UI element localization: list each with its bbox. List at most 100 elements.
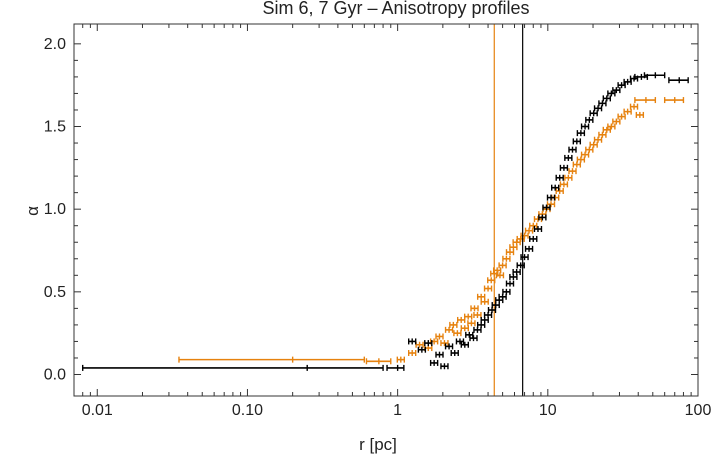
- data-point: [634, 97, 657, 104]
- data-point: [555, 174, 564, 181]
- plot-area: [82, 24, 689, 396]
- data-point: [555, 187, 564, 194]
- data-point: [487, 277, 496, 284]
- data-point: [602, 126, 611, 133]
- data-point: [82, 364, 384, 371]
- data-point: [551, 184, 560, 191]
- data-point: [559, 181, 569, 188]
- x-tick-label: 0.01: [82, 402, 113, 419]
- data-point: [450, 350, 459, 357]
- data-point: [463, 313, 473, 320]
- data-point: [502, 288, 511, 295]
- data-point: [449, 321, 458, 328]
- x-tick-label: 10: [539, 402, 557, 419]
- data-point: [512, 269, 521, 275]
- data-point: [568, 146, 577, 153]
- data-point: [460, 341, 469, 348]
- data-point: [593, 105, 603, 112]
- data-point: [467, 320, 476, 327]
- data-point: [529, 222, 538, 229]
- data-point: [617, 82, 626, 89]
- data-point: [617, 113, 626, 120]
- x-tick-label: 0.10: [232, 402, 263, 419]
- data-point: [407, 350, 417, 357]
- data-point: [529, 235, 538, 242]
- y-tick-label: 1.0: [44, 201, 66, 218]
- data-point: [424, 340, 433, 347]
- data-point: [542, 204, 551, 211]
- data-point: [589, 141, 598, 148]
- data-point: [396, 356, 406, 363]
- data-point: [435, 351, 444, 358]
- data-point: [492, 267, 502, 274]
- data-point: [623, 78, 632, 85]
- chart-title: Sim 6, 7 Gyr – Anisotropy profiles: [262, 0, 529, 18]
- data-point: [470, 305, 479, 312]
- data-point: [456, 316, 466, 323]
- data-point: [407, 338, 417, 345]
- data-point: [524, 227, 534, 234]
- x-tick-label: 1: [393, 402, 402, 419]
- data-point: [668, 77, 689, 84]
- data-point: [444, 343, 454, 350]
- data-point: [612, 87, 621, 94]
- data-point: [546, 194, 556, 201]
- data-point: [440, 363, 449, 370]
- data-point: [635, 111, 645, 118]
- data-point: [593, 136, 603, 143]
- data-point: [465, 331, 474, 338]
- data-point: [516, 262, 525, 269]
- y-tick-label: 0.5: [44, 284, 66, 301]
- data-point: [564, 174, 573, 181]
- data-point: [444, 326, 454, 333]
- data-point: [598, 100, 607, 107]
- data-point: [502, 255, 511, 262]
- data-point: [524, 245, 534, 252]
- data-point: [585, 116, 594, 123]
- data-point: [559, 164, 569, 171]
- data-point: [580, 151, 590, 158]
- data-point: [598, 131, 607, 138]
- y-tick-label: 2.0: [44, 36, 66, 53]
- data-point: [365, 358, 392, 365]
- data-point: [643, 72, 666, 79]
- x-axis-label: r [pc]: [359, 435, 397, 454]
- data-point: [429, 359, 439, 366]
- data-point: [538, 214, 547, 221]
- data-point: [585, 146, 594, 153]
- data-point: [417, 346, 427, 353]
- data-point: [495, 272, 505, 279]
- data-point: [520, 254, 529, 261]
- series-2: [82, 24, 689, 396]
- axes: 0.01 0.10 1 10 100 0.0 0.5 1.0 1.5 2.0: [44, 23, 712, 419]
- y-axis-label: α: [23, 206, 42, 216]
- data-point: [607, 123, 616, 130]
- data-point: [572, 138, 582, 145]
- data-point: [607, 90, 616, 97]
- data-point: [483, 285, 493, 292]
- data-point: [453, 330, 462, 337]
- data-point: [455, 338, 465, 345]
- data-point: [435, 333, 444, 340]
- data-point: [469, 335, 478, 342]
- data-point: [480, 298, 489, 305]
- data-point: [498, 262, 507, 269]
- data-point: [440, 340, 449, 347]
- data-point: [473, 311, 482, 318]
- data-point: [533, 226, 543, 233]
- data-point: [564, 154, 573, 161]
- data-point: [568, 168, 577, 175]
- data-point: [386, 364, 405, 371]
- data-point: [546, 201, 556, 208]
- data-point: [580, 123, 590, 130]
- data-point: [460, 325, 469, 332]
- y-tick-label: 1.5: [44, 119, 66, 136]
- x-tick-label: 100: [685, 402, 712, 419]
- data-point: [629, 103, 639, 110]
- data-point: [178, 356, 366, 363]
- data-point: [612, 118, 621, 125]
- data-point: [602, 95, 611, 102]
- data-point: [663, 97, 685, 104]
- plot-frame: [73, 23, 699, 397]
